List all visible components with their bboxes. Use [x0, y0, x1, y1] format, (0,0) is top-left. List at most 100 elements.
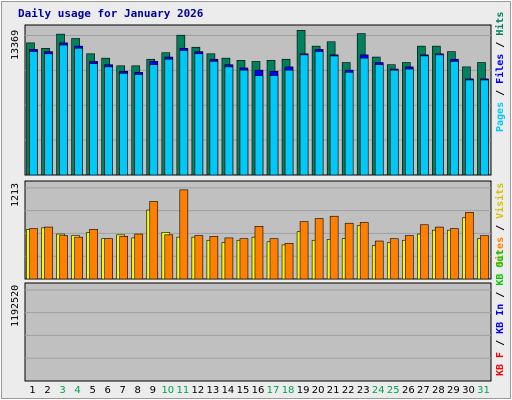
legend-visits: Visits [494, 183, 506, 219]
bar-pages [209, 61, 219, 176]
x-tick-label: 9 [150, 385, 156, 396]
legend-separator: / [495, 84, 506, 102]
bar-pages [299, 54, 309, 176]
bar-pages [239, 69, 249, 176]
x-tick-label: 28 [432, 385, 445, 396]
bar-sites [119, 236, 128, 280]
chart-title: Daily usage for January 2026 [18, 7, 204, 20]
bar-sites [314, 218, 324, 280]
x-tick-label: 5 [89, 385, 95, 396]
legend-separator: / [495, 334, 506, 352]
legend-separator: / [495, 286, 506, 304]
bar-sites [450, 228, 459, 280]
x-tick-label: 11 [176, 385, 189, 396]
hits-legend-text: Pages / Files / Hits [494, 12, 506, 132]
bar-pages [104, 66, 113, 176]
x-tick-label: 1 [29, 385, 35, 396]
x-tick-label: 12 [192, 385, 205, 396]
x-tick-label: 29 [447, 385, 460, 396]
bar-pages [29, 51, 38, 176]
bar-sites [284, 243, 294, 280]
bar-sites [44, 226, 53, 280]
bar-sites [480, 235, 489, 280]
bar-sites [405, 235, 414, 280]
visits-bars [25, 187, 491, 280]
kb-max-label: 1192520 [10, 285, 21, 327]
bar-pages [254, 75, 264, 176]
x-tick-label: 25 [387, 385, 400, 396]
legend-sites: Sites [494, 237, 506, 267]
bar-pages [59, 44, 68, 176]
x-tick-label: 27 [417, 385, 430, 396]
bar-pages [149, 64, 159, 176]
bar-sites [29, 228, 38, 280]
kb-legend-text: KB F / KB In / KB Out [495, 250, 506, 376]
x-tick-label: 7 [120, 385, 126, 396]
bar-pages [389, 69, 399, 176]
bar-sites [329, 215, 339, 280]
bar-sites [420, 224, 429, 280]
x-tick-label: 19 [297, 385, 310, 396]
bar-sites [149, 201, 159, 280]
bar-sites [435, 226, 444, 280]
legend-pages: Pages [495, 102, 506, 132]
bar-sites [224, 237, 234, 280]
kb-legend: KB F / KB In / KB Out [495, 250, 506, 376]
bar-pages [194, 53, 204, 176]
x-tick-label: 21 [327, 385, 340, 396]
bar-pages [329, 55, 339, 176]
visits-legend-text: Sites / Visits [494, 183, 506, 267]
bar-pages [359, 57, 369, 176]
x-tick-label: 17 [267, 385, 280, 396]
bar-sites [209, 236, 219, 280]
x-tick-label: 22 [342, 385, 355, 396]
bar-pages [314, 51, 324, 176]
bar-sites [134, 233, 144, 280]
x-tick-label: 3 [59, 385, 65, 396]
x-tick-label: 23 [357, 385, 370, 396]
bar-pages [465, 79, 474, 176]
bar-sites [59, 235, 68, 280]
bar-sites [239, 238, 249, 280]
bar-sites [164, 234, 174, 280]
x-tick-label: 30 [462, 385, 475, 396]
bar-pages [284, 69, 294, 176]
bar-pages [179, 50, 189, 176]
bar-pages [450, 61, 459, 176]
x-tick-label: 4 [74, 385, 80, 396]
bar-sites [465, 212, 474, 280]
bar-pages [435, 54, 444, 176]
bar-sites [269, 238, 279, 280]
bar-sites [194, 235, 204, 280]
bar-sites [179, 189, 189, 280]
bar-pages [224, 66, 234, 176]
legend-separator: / [495, 36, 506, 54]
bar-pages [74, 48, 83, 176]
bar-pages [269, 75, 279, 176]
x-tick-label: 10 [161, 385, 174, 396]
bar-pages [44, 53, 53, 176]
kb-bars [25, 289, 491, 382]
bar-pages [89, 63, 98, 176]
x-tick-label: 15 [237, 385, 250, 396]
bar-pages [134, 74, 144, 176]
legend-hits: Hits [494, 12, 506, 36]
x-axis-labels: 1 2 3 4 5 6 7 8 9 10 11 12 13 14 15 16 17 18 19 20 21 22 23 24 2… [29, 385, 490, 396]
legend-kbout: KB Out [495, 250, 506, 286]
visits-max-label: 1213 [10, 183, 21, 207]
x-tick-label: 2 [44, 385, 50, 396]
bar-sites [89, 229, 98, 280]
legend-kbf: KB F [495, 352, 506, 376]
hits-max-label: 13369 [10, 30, 21, 60]
hits-bars [25, 29, 491, 176]
bar-pages [420, 55, 429, 176]
bar-sites [389, 238, 399, 280]
legend-files: Files [494, 54, 506, 84]
bar-pages [344, 72, 354, 176]
bar-pages [119, 73, 128, 176]
visits-legend: Sites / Visits [494, 183, 506, 267]
x-tick-label: 24 [372, 385, 385, 396]
